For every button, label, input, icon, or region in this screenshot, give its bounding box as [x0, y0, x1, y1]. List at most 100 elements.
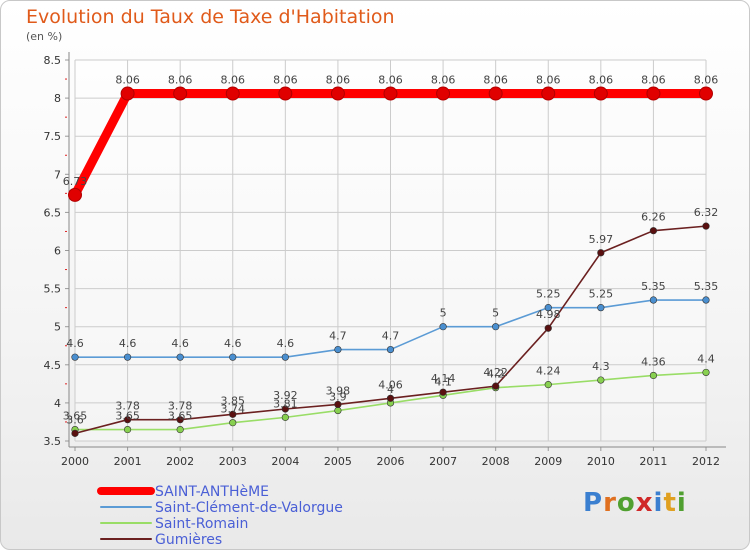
data-point — [68, 187, 82, 202]
x-tick-label: 2007 — [429, 455, 457, 468]
logo-letter: i — [653, 488, 664, 518]
data-label: 8.06 — [694, 74, 719, 87]
data-label: 8.06 — [168, 74, 193, 87]
data-point — [386, 345, 395, 354]
data-point — [597, 376, 605, 384]
logo-letter: x — [635, 488, 654, 518]
data-label: 3.65 — [168, 410, 193, 423]
y-tick-label: 4.5 — [44, 359, 62, 372]
data-label: 4.06 — [378, 378, 403, 391]
data-point — [334, 406, 342, 415]
data-label: 3.85 — [221, 394, 246, 407]
data-point — [281, 405, 289, 413]
y-tick-label: 5.5 — [44, 283, 62, 296]
data-point — [278, 86, 293, 101]
data-point — [229, 410, 237, 418]
data-label: 4.36 — [641, 355, 666, 368]
data-label: 4.7 — [329, 330, 347, 343]
data-label: 5.25 — [589, 288, 614, 301]
data-point — [702, 368, 710, 377]
data-label: 5 — [440, 307, 447, 320]
y-tick-label: 8.5 — [44, 54, 62, 67]
x-tick-label: 2000 — [61, 455, 89, 468]
data-point — [593, 86, 608, 101]
data-label: 3.78 — [168, 400, 193, 413]
data-point — [541, 86, 556, 101]
data-point — [702, 296, 710, 304]
data-point — [71, 353, 79, 361]
data-label: 4.14 — [431, 372, 456, 385]
data-label: 8.06 — [536, 74, 561, 87]
data-label: 4.7 — [382, 330, 400, 343]
logo-letter: P — [583, 488, 604, 518]
data-point — [225, 86, 240, 101]
x-tick-label: 2006 — [377, 455, 405, 468]
y-tick-label: 4 — [54, 397, 61, 410]
data-point — [492, 382, 500, 390]
data-point — [544, 304, 552, 312]
y-tick-label: 6.5 — [44, 206, 62, 219]
data-label: 3.65 — [63, 410, 88, 423]
axes: 3.5 4 4.5 5 5.5 6 6.5 7 7.5 8 8.5 2000 2001 2002 2003 2… — [44, 52, 726, 468]
data-point — [439, 323, 447, 331]
data-point — [488, 86, 503, 101]
data-label: 5.25 — [536, 288, 561, 301]
data-point — [649, 296, 658, 304]
data-label: 4.1 — [434, 375, 452, 388]
data-label: 6.26 — [641, 211, 666, 224]
legend-label: SAINT-ANTHèME — [155, 484, 269, 500]
data-point — [334, 400, 342, 409]
data-label: 4.24 — [536, 365, 561, 378]
data-label: 3.78 — [115, 400, 140, 413]
data-label: 4.6 — [119, 337, 137, 350]
data-point — [176, 416, 184, 424]
data-label: 3.9 — [329, 391, 347, 404]
data-point — [702, 222, 710, 230]
data-point — [229, 419, 237, 427]
data-label: 8.06 — [221, 74, 246, 87]
data-point — [386, 394, 395, 402]
data-point — [120, 86, 135, 101]
logo-letter: i — [676, 488, 687, 518]
data-point — [436, 86, 451, 101]
y-tick-label: 5 — [54, 321, 61, 334]
data-labels: 6.73 8.06 8.06 8.06 8.06 8.06 8.06 8.06 8.06 8.06… — [63, 74, 719, 427]
data-point — [699, 86, 713, 101]
data-point — [646, 86, 661, 101]
x-tick-label: 2001 — [114, 455, 142, 468]
data-label: 8.06 — [273, 74, 298, 87]
logo-letter: o — [616, 488, 636, 518]
data-label: 3.74 — [221, 403, 246, 416]
data-point — [123, 353, 132, 361]
chart-title: Evolution du Taux de Taxe d'Habitation — [26, 6, 395, 28]
data-point — [123, 425, 132, 434]
data-point — [597, 249, 605, 257]
legend: SAINT-ANTHèMESaint-Clément-de-ValorgueSa… — [97, 484, 343, 548]
data-label: 5.35 — [694, 280, 719, 293]
data-label: 4.98 — [536, 308, 561, 321]
y-tick-label: 7 — [54, 168, 61, 181]
data-point — [176, 353, 184, 361]
data-point — [281, 413, 289, 421]
series-layer — [68, 86, 713, 437]
y-unit-label: (en %) — [26, 30, 63, 43]
data-point — [229, 353, 237, 361]
legend-label: Gumières — [155, 532, 222, 548]
data-label: 8.06 — [431, 74, 456, 87]
y-tick-label: 6 — [54, 245, 61, 258]
data-label: 4.6 — [277, 337, 295, 350]
data-label: 8.06 — [641, 74, 666, 87]
data-label: 5.97 — [589, 233, 614, 246]
y-tick-label: 8 — [54, 92, 61, 105]
data-label: 4.2 — [487, 368, 505, 381]
x-tick-label: 2008 — [482, 455, 510, 468]
data-point — [334, 345, 342, 354]
data-label: 8.06 — [326, 74, 351, 87]
x-tick-label: 2012 — [692, 455, 720, 468]
data-point — [492, 323, 500, 331]
data-label: 4.4 — [697, 352, 715, 365]
data-label: 3.81 — [273, 397, 298, 410]
data-label: 3.65 — [115, 410, 140, 423]
data-point — [544, 381, 552, 389]
